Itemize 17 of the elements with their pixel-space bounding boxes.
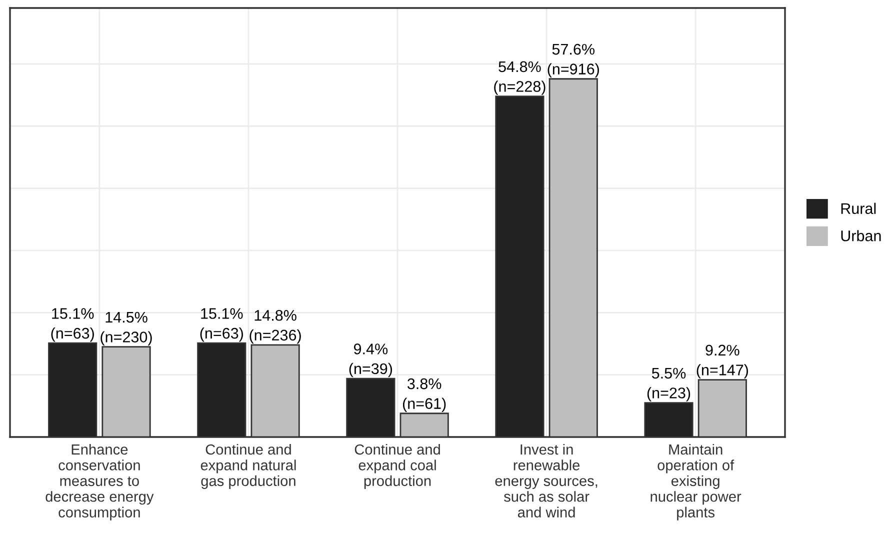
x-tick-label: Invest in renewable energy sources, such as solar and wind [495, 444, 598, 518]
data-label: 5.5% (n=23) [647, 368, 690, 402]
data-label: 9.4% (n=39) [349, 344, 392, 378]
x-tick-label: Enhance conservation measures to decrease energy consumption [46, 444, 154, 520]
legend-label: Urban [841, 230, 881, 242]
data-label: 54.8% (n=228) [494, 61, 546, 95]
x-tick-label: Continue and expand coal production [354, 444, 440, 489]
x-tick-label: Maintain operation of existing nuclear power plants [650, 444, 742, 520]
legend-label: Rural [841, 202, 876, 214]
data-label: 15.1% (n=63) [51, 308, 94, 342]
data-label: 9.2% (n=147) [696, 344, 748, 378]
data-label: 14.5% (n=230) [100, 312, 152, 346]
data-label: 14.8% (n=236) [250, 310, 301, 344]
data-label: 57.6% (n=916) [548, 44, 599, 78]
x-tick-label: Continue and expand natural gas production [200, 444, 296, 489]
data-label: 3.8% (n=61) [402, 378, 446, 412]
data-label: 15.1% (n=63) [200, 308, 243, 342]
